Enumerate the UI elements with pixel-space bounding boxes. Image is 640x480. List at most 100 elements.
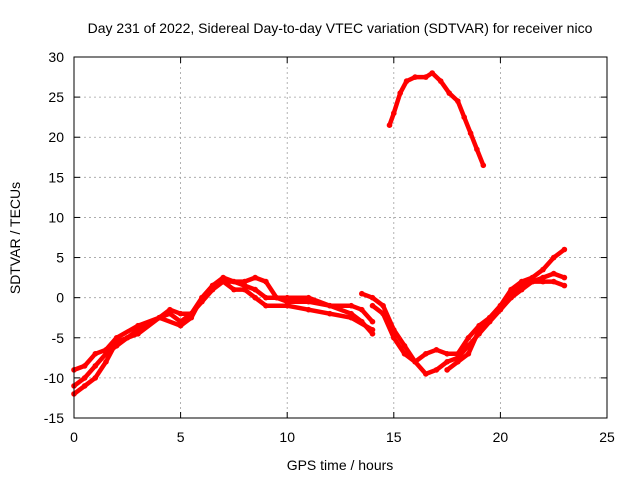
data-point xyxy=(327,310,333,317)
data-point xyxy=(423,351,429,357)
data-point xyxy=(476,327,482,333)
data-point xyxy=(252,274,258,281)
y-tick-label: -5 xyxy=(52,330,65,346)
data-point xyxy=(369,331,376,337)
data-point xyxy=(92,363,99,369)
data-point xyxy=(369,294,376,301)
x-tick-label: 15 xyxy=(386,429,402,445)
data-point xyxy=(444,359,450,365)
data-point xyxy=(369,302,376,309)
y-tick-label: 25 xyxy=(48,89,64,105)
data-point xyxy=(263,278,269,285)
data-point xyxy=(386,122,393,128)
data-point xyxy=(401,343,408,349)
data-point xyxy=(167,310,173,317)
data-series xyxy=(71,70,568,397)
y-tick-label: 20 xyxy=(48,129,64,145)
data-point xyxy=(263,302,269,309)
chart-title: Day 231 of 2022, Sidereal Day-to-day VTE… xyxy=(88,20,593,36)
data-point xyxy=(461,114,468,120)
data-point xyxy=(359,318,365,325)
data-point xyxy=(412,359,418,365)
data-point xyxy=(188,314,195,321)
data-point xyxy=(252,294,258,301)
data-point xyxy=(465,351,472,357)
axis-ticks: 0 5 10 15 20 25 -15 -10 -5 0 5 10 15 20 25 30 xyxy=(44,49,615,445)
data-point xyxy=(241,282,248,289)
data-point xyxy=(263,294,269,301)
data-point xyxy=(199,294,205,301)
data-point xyxy=(550,270,557,277)
data-point xyxy=(433,367,440,373)
data-point xyxy=(135,331,141,337)
data-point xyxy=(231,286,237,293)
data-point xyxy=(508,294,514,301)
data-point xyxy=(305,306,312,313)
data-point xyxy=(220,274,226,281)
data-point xyxy=(497,302,504,309)
data-point xyxy=(486,314,493,321)
data-point xyxy=(167,306,173,313)
data-point xyxy=(156,314,163,321)
series-track-c xyxy=(71,275,375,397)
data-point xyxy=(391,335,397,341)
x-axis-label: GPS time / hours xyxy=(287,457,394,473)
data-point xyxy=(508,286,514,293)
data-point xyxy=(397,90,404,96)
series-track-a xyxy=(71,275,375,373)
data-point xyxy=(380,302,386,309)
data-point xyxy=(423,371,429,377)
data-point xyxy=(550,254,557,261)
data-point xyxy=(348,310,355,317)
x-tick-label: 10 xyxy=(279,429,295,445)
data-point xyxy=(177,322,184,329)
data-point xyxy=(423,74,429,80)
data-point xyxy=(92,375,99,381)
plot-frame xyxy=(73,56,608,419)
data-point xyxy=(359,306,365,313)
y-tick-label: 0 xyxy=(56,290,64,306)
data-point xyxy=(284,294,291,301)
data-point xyxy=(540,274,546,281)
data-point xyxy=(403,78,410,84)
data-point xyxy=(391,110,397,116)
data-point xyxy=(529,274,536,281)
data-point xyxy=(252,286,258,293)
data-point xyxy=(284,302,291,309)
data-point xyxy=(429,70,436,76)
data-point xyxy=(561,274,568,281)
series-arc-upper xyxy=(387,70,486,168)
data-point xyxy=(518,286,525,293)
series-track-b xyxy=(71,279,375,389)
data-point xyxy=(209,282,216,289)
data-point xyxy=(433,347,440,353)
y-axis-label: SDTVAR / TECUs xyxy=(7,182,23,294)
x-tick-label: 5 xyxy=(177,429,185,445)
data-point xyxy=(231,278,237,285)
y-tick-label: 30 xyxy=(48,49,64,65)
data-point xyxy=(81,375,88,381)
data-point xyxy=(81,363,88,369)
data-point xyxy=(444,351,450,357)
data-point xyxy=(177,310,184,317)
data-point xyxy=(401,351,408,357)
data-point xyxy=(561,282,568,289)
data-point xyxy=(550,278,557,285)
y-tick-label: 5 xyxy=(56,250,64,266)
data-point xyxy=(369,318,376,325)
data-point xyxy=(412,74,418,80)
x-tick-label: 20 xyxy=(493,429,509,445)
data-point xyxy=(359,290,365,297)
y-tick-label: -15 xyxy=(44,410,64,426)
x-tick-label: 0 xyxy=(70,429,78,445)
y-tick-label: -10 xyxy=(44,370,64,386)
data-point xyxy=(561,246,568,253)
y-tick-label: 10 xyxy=(48,209,64,225)
y-tick-label: 15 xyxy=(48,169,64,185)
data-point xyxy=(327,302,333,309)
data-point xyxy=(540,266,546,273)
data-point xyxy=(467,130,474,136)
data-point xyxy=(465,335,472,341)
data-point xyxy=(446,90,453,96)
